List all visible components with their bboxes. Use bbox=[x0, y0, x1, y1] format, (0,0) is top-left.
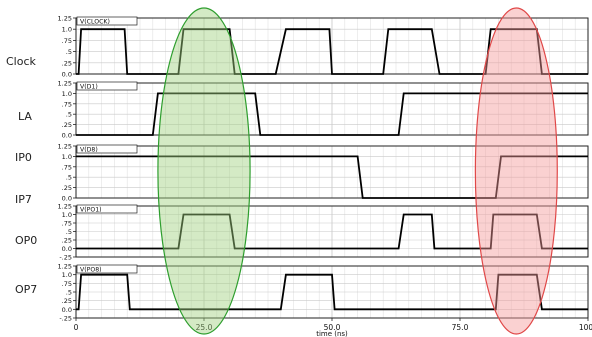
x-tick-label: 100 bbox=[579, 323, 592, 332]
red-highlight-ellipse bbox=[474, 7, 558, 335]
trace-title-box bbox=[76, 264, 138, 274]
y-tick-label: 1.0 bbox=[62, 26, 72, 34]
ip7-label: IP7 bbox=[15, 193, 32, 206]
y-tick-label: 0.0 bbox=[62, 306, 72, 314]
ip0-label: IP0 bbox=[15, 151, 32, 164]
trace-title: V(PO1) bbox=[80, 207, 102, 214]
y-tick-label: .75 bbox=[62, 100, 72, 108]
y-tick-label: 0.0 bbox=[62, 245, 72, 253]
y-tick-label: 1.25 bbox=[58, 263, 72, 271]
y-tick-label: .25 bbox=[62, 121, 72, 129]
y-tick-label: 1.0 bbox=[62, 90, 72, 98]
op7-label: OP7 bbox=[15, 283, 38, 296]
y-tick-label: .25 bbox=[62, 297, 72, 305]
trace-title: V(D1) bbox=[80, 84, 98, 91]
x-tick-label: 50.0 bbox=[324, 323, 341, 332]
y-tick-label: .5 bbox=[66, 289, 72, 297]
y-tick-label: 0.0 bbox=[62, 195, 72, 203]
trace-title: V(D8) bbox=[80, 147, 98, 154]
y-tick-label: .75 bbox=[62, 280, 72, 288]
y-tick-label: 0.0 bbox=[62, 71, 72, 79]
op0-panel-frame bbox=[75, 205, 589, 258]
clock-label: Clock bbox=[6, 55, 36, 68]
trace-title-box bbox=[76, 144, 138, 154]
y-tick-label: .25 bbox=[62, 237, 72, 245]
trace-title: V(CLOCK) bbox=[80, 19, 110, 26]
y-tick-label: .5 bbox=[66, 174, 72, 182]
y-tick-label: .5 bbox=[66, 111, 72, 119]
y-tick-label: .5 bbox=[66, 48, 72, 56]
y-tick-label: 1.0 bbox=[62, 153, 72, 161]
la-label: LA bbox=[18, 110, 32, 123]
op0-panel-trace bbox=[76, 213, 588, 250]
x-tick-label: 0 bbox=[74, 323, 79, 332]
y-tick-label: 1.25 bbox=[58, 80, 72, 88]
op0-label: OP0 bbox=[15, 234, 38, 247]
y-tick-label: 1.0 bbox=[62, 211, 72, 219]
y-tick-label: -.25 bbox=[59, 315, 72, 323]
trace-title-box bbox=[76, 81, 138, 91]
la-panel-trace bbox=[76, 92, 588, 136]
y-tick-label: .5 bbox=[66, 228, 72, 236]
y-tick-label: 1.25 bbox=[58, 15, 72, 23]
x-tick-label: 75.0 bbox=[452, 323, 469, 332]
green-highlight-ellipse bbox=[157, 7, 251, 335]
trace-title-box bbox=[76, 16, 138, 26]
trace-title-box bbox=[76, 204, 138, 214]
y-tick-label: .75 bbox=[62, 220, 72, 228]
y-tick-label: .75 bbox=[62, 163, 72, 171]
x-axis-label: time (ns) bbox=[316, 330, 348, 337]
ip-panel-trace bbox=[76, 155, 588, 199]
y-tick-label: .75 bbox=[62, 37, 72, 45]
y-tick-label: 1.0 bbox=[62, 271, 72, 279]
ip-panel-frame bbox=[75, 145, 589, 199]
y-tick-label: .25 bbox=[62, 184, 72, 192]
y-tick-label: 1.25 bbox=[58, 203, 72, 211]
y-tick-label: -.25 bbox=[59, 254, 72, 262]
trace-title: V(PO8) bbox=[80, 267, 102, 274]
y-tick-label: 1.25 bbox=[58, 143, 72, 151]
x-tick-label: 25.0 bbox=[196, 323, 213, 332]
op7-panel-trace bbox=[76, 273, 588, 311]
y-tick-label: 0.0 bbox=[62, 132, 72, 140]
y-tick-label: .25 bbox=[62, 59, 72, 67]
